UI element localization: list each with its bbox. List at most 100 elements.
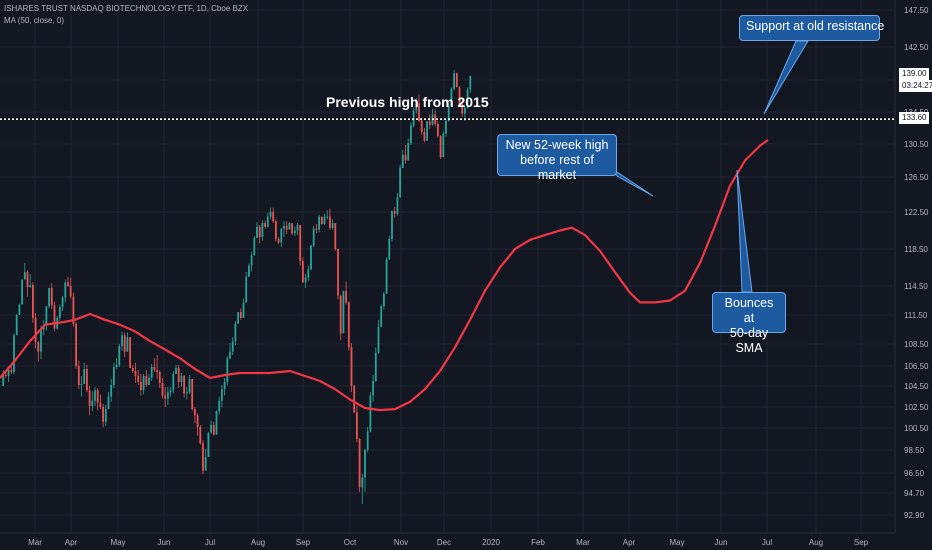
candle-body (396, 197, 399, 214)
candle-body (167, 392, 169, 399)
candle-body (77, 366, 80, 385)
candle-body (407, 143, 410, 161)
candle-body (137, 376, 140, 382)
candle-body (148, 378, 150, 385)
candle-body (310, 245, 312, 270)
candle-body (369, 395, 372, 432)
candle-body (320, 216, 323, 225)
countdown-tag: 03:24:27 (899, 80, 932, 92)
candle-body (437, 124, 439, 136)
candle-body (312, 228, 315, 246)
x-tick-label: Feb (531, 538, 545, 547)
x-tick-label: Jun (158, 538, 171, 547)
candle-body (428, 121, 431, 125)
candle-body (61, 297, 64, 308)
candle-body (32, 285, 34, 318)
x-tick-label: Nov (394, 538, 408, 547)
candle-body (258, 226, 261, 237)
support-callout-text: Support at old resistance (746, 19, 885, 33)
y-tick-label: 122.50 (904, 208, 929, 217)
candle-body (412, 110, 415, 126)
candle-body (439, 136, 442, 158)
y-tick-label: 114.50 (904, 282, 928, 291)
candle-body (104, 409, 107, 422)
candle-body (302, 261, 304, 283)
y-tick-label: 108.50 (904, 340, 929, 349)
candle-body (158, 372, 161, 383)
candle-body (40, 329, 42, 352)
candle-body (131, 368, 134, 371)
x-tick-label: Jul (762, 538, 772, 547)
candle-body (15, 315, 18, 336)
candle-body (121, 335, 123, 347)
candle-body (356, 412, 358, 439)
candle-body (196, 415, 199, 427)
candle-body (18, 304, 21, 315)
candle-body (447, 106, 450, 121)
candle-body (118, 346, 121, 365)
candle-body (426, 121, 428, 141)
x-tick-label: Jun (715, 538, 728, 547)
candle-body (461, 104, 464, 114)
candle-body (393, 211, 396, 214)
candle-body (455, 73, 458, 88)
candle-body (315, 228, 318, 230)
y-tick-label: 98.50 (904, 446, 925, 455)
candle-body (391, 211, 393, 239)
candle-body (194, 409, 196, 416)
candle-body (164, 395, 167, 399)
candle-body (215, 411, 218, 435)
candle-body (366, 431, 369, 450)
y-tick-label: 126.50 (904, 173, 929, 182)
candle-body (202, 443, 204, 471)
candle-body (418, 103, 420, 121)
candle-body (156, 370, 158, 372)
previous-high-label: Previous high from 2015 (326, 94, 489, 110)
candle-body (7, 370, 10, 376)
new-high-callout[interactable]: New 52-week high before rest of market (497, 134, 617, 182)
x-tick-label: Oct (344, 538, 357, 547)
candle-body (110, 385, 113, 397)
candle-body (304, 277, 307, 283)
candle-body (337, 249, 339, 296)
support-callout[interactable]: Support at old resistance (739, 15, 884, 41)
candle-body (94, 390, 96, 401)
candle-body (293, 230, 296, 234)
candle-body (377, 326, 380, 353)
candle-body (45, 306, 48, 326)
y-tick-label: 147.50 (904, 6, 929, 15)
candle-body (383, 293, 385, 307)
y-tick-label: 111.50 (904, 311, 928, 320)
candle-body (445, 120, 447, 134)
candle-body (229, 351, 231, 359)
candle-body (339, 295, 342, 334)
candle-body (37, 342, 40, 352)
candle-body (245, 276, 248, 303)
x-tick-label: Jul (205, 538, 215, 547)
candle-body (129, 337, 131, 368)
candle-body (288, 223, 291, 230)
candle-body (175, 368, 177, 374)
bounce-callout[interactable]: Bounces at 50-day SMA (712, 292, 786, 355)
x-tick-label: Sep (854, 538, 869, 547)
candle-body (323, 216, 326, 225)
candle-body (161, 383, 164, 396)
candle-body (361, 477, 364, 488)
indicator-label: MA (50, close, 0) (4, 16, 65, 25)
candle-body (264, 223, 266, 227)
candle-body (410, 125, 412, 144)
y-tick-label: 92.90 (904, 511, 925, 520)
candle-body (99, 402, 102, 407)
candles (2, 70, 472, 504)
candle-body (280, 228, 283, 243)
symbol-title: ISHARES TRUST NASDAQ BIOTECHNOLOGY ETF, … (4, 4, 249, 13)
candle-body (275, 221, 277, 239)
candle-body (420, 120, 423, 132)
candle-body (75, 323, 77, 366)
x-tick-label: Aug (251, 538, 265, 547)
candle-body (374, 352, 377, 381)
candle-body (72, 296, 75, 324)
